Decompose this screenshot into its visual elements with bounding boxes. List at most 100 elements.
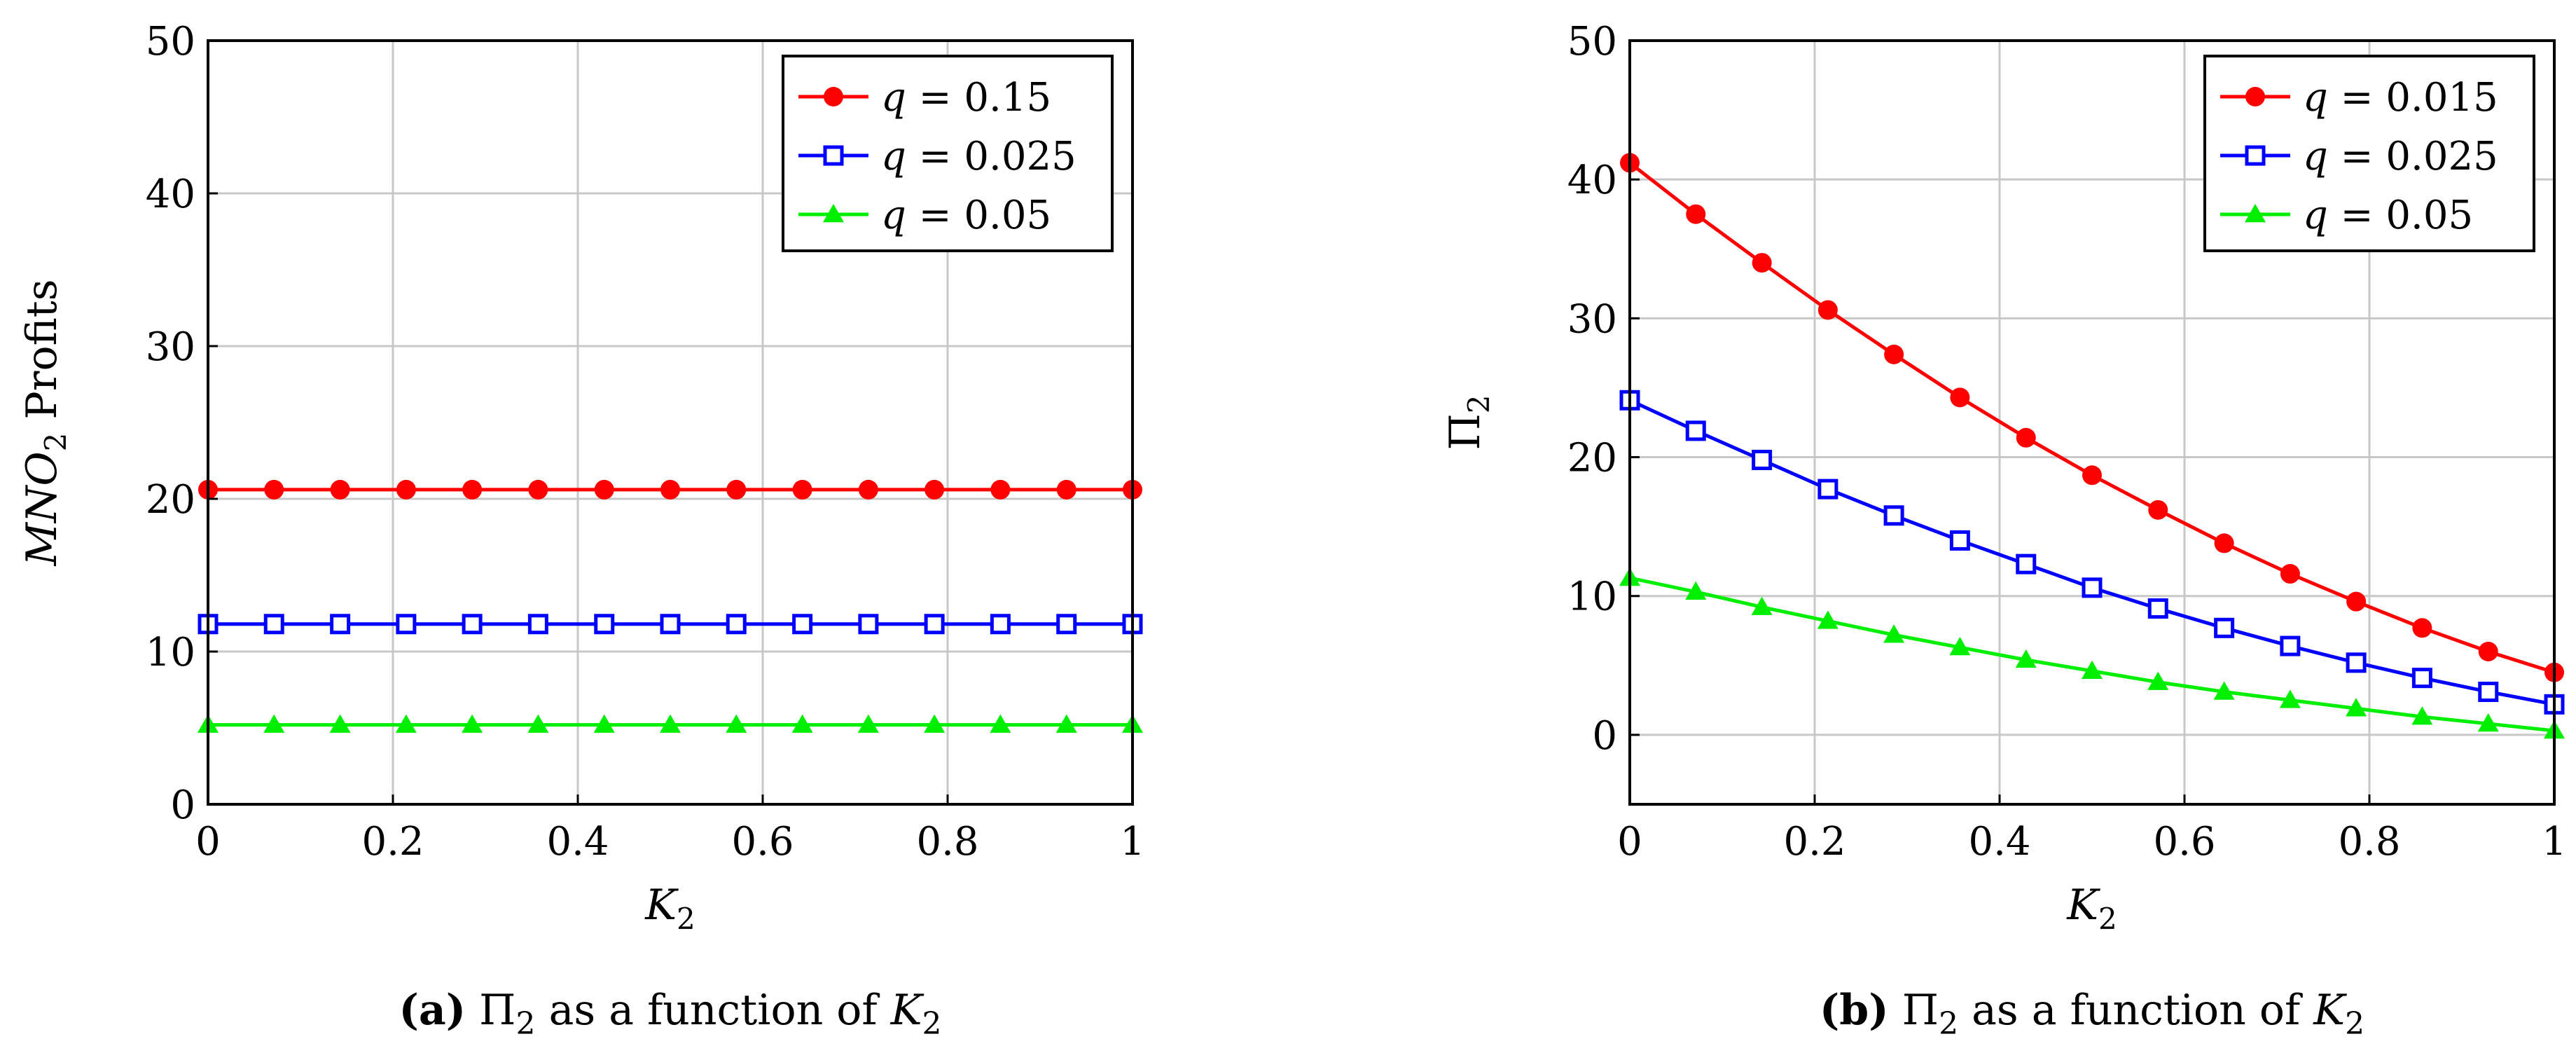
b-series-2-point bbox=[1949, 637, 1971, 656]
panel-b-legend: q = 0.015 q = 0.025 q = 0.05 bbox=[2203, 55, 2535, 252]
a-series-2-point bbox=[924, 714, 946, 733]
b-series-2-point bbox=[2346, 698, 2367, 717]
b-series-2-point bbox=[2279, 689, 2301, 708]
panel-b-caption: (b) Π2 as a function of K2 bbox=[1820, 986, 2364, 1042]
a-series-1-point bbox=[527, 614, 548, 635]
a-legend-label-1: q = 0.025 bbox=[881, 134, 1076, 179]
b-series-1-line bbox=[1628, 399, 2555, 706]
b-series-0-point bbox=[2214, 533, 2234, 553]
a-series-2-point bbox=[263, 714, 285, 733]
b-series-0-point bbox=[1950, 387, 1970, 408]
b-series-0-point bbox=[1884, 344, 1904, 364]
panel-a-caption: (a) Π2 as a function of K2 bbox=[399, 986, 941, 1042]
b-legend-marker-0 bbox=[2245, 87, 2265, 106]
b-series-1-point bbox=[1817, 479, 1838, 500]
a-series-0-point bbox=[330, 479, 350, 500]
b-y-tick-label: 40 bbox=[1567, 158, 1617, 203]
b-y-tick-label: 0 bbox=[1592, 713, 1617, 759]
b-series-0-point bbox=[1686, 204, 1706, 224]
b-legend-marker-1 bbox=[2245, 145, 2266, 166]
b-series-0-point bbox=[2082, 465, 2102, 486]
panel-a-series bbox=[198, 479, 1143, 733]
b-legend-label-1: q = 0.025 bbox=[2303, 134, 2498, 179]
b-series-1-point bbox=[1883, 505, 1904, 526]
b-series-1-point bbox=[1685, 420, 1706, 441]
b-x-tick-label: 0.6 bbox=[2153, 819, 2215, 865]
b-series-1-point bbox=[2346, 652, 2367, 673]
a-series-0-point bbox=[660, 479, 680, 500]
b-legend-label-0: q = 0.015 bbox=[2303, 75, 2498, 121]
a-series-0-point bbox=[594, 479, 614, 500]
a-series-2-point bbox=[660, 714, 681, 733]
a-series-1-point bbox=[594, 614, 615, 635]
a-series-1-point bbox=[263, 614, 284, 635]
a-series-1-point bbox=[1056, 614, 1077, 635]
b-series-1-point bbox=[2214, 617, 2235, 638]
b-series-0-point bbox=[2412, 618, 2432, 638]
a-x-tick-label: 0.2 bbox=[361, 819, 424, 865]
a-series-0-point bbox=[726, 479, 747, 500]
panel-a-x-axis-label: K2 bbox=[644, 881, 695, 936]
a-series-2-point bbox=[791, 714, 813, 733]
a-series-2-point bbox=[527, 714, 549, 733]
a-series-0-point bbox=[396, 479, 416, 500]
panel-b-plot-frame bbox=[1628, 39, 2556, 806]
a-series-0-point bbox=[462, 479, 483, 500]
b-series-2-point bbox=[2477, 713, 2499, 732]
panel-a-plot-frame bbox=[207, 39, 1134, 806]
panel-b-series bbox=[1619, 153, 2565, 739]
b-series-2-point bbox=[2213, 681, 2235, 700]
b-series-2-point bbox=[2082, 660, 2103, 679]
panel-b-chart: 0 0.2 0.4 0.6 0.8 1 0 10 20 30 40 50 Π2 K2 q = 0.0… bbox=[1441, 19, 2567, 1042]
a-series-2-point bbox=[1055, 714, 1077, 733]
b-series-2-line bbox=[1629, 576, 2555, 733]
panel-b-y-ticks: 0 10 20 30 40 50 bbox=[1567, 19, 1640, 759]
a-series-1-point bbox=[990, 614, 1011, 635]
a-y-tick-label: 50 bbox=[146, 19, 195, 64]
a-legend-marker-0 bbox=[824, 87, 843, 106]
a-series-2-point bbox=[726, 714, 747, 733]
b-series-1-point bbox=[2016, 553, 2037, 574]
b-series-2-point bbox=[1685, 581, 1707, 600]
a-legend-marker-2 bbox=[823, 204, 844, 223]
b-series-1-point bbox=[2082, 577, 2103, 598]
b-x-tick-label: 0.4 bbox=[1968, 819, 2030, 865]
b-y-tick-label: 50 bbox=[1567, 19, 1617, 64]
a-y-tick-label: 20 bbox=[146, 477, 195, 523]
b-series-0-point bbox=[2478, 642, 2498, 661]
a-x-tick-label: 0.8 bbox=[916, 819, 978, 865]
a-series-2-point bbox=[462, 714, 483, 733]
a-series-2-point bbox=[857, 714, 879, 733]
a-series-0-point bbox=[990, 479, 1011, 500]
b-y-tick-label: 10 bbox=[1567, 574, 1617, 620]
a-x-tick-label: 0.6 bbox=[731, 819, 794, 865]
a-x-tick-label: 1 bbox=[1120, 819, 1145, 865]
a-y-tick-label: 0 bbox=[170, 783, 195, 828]
b-x-tick-label: 0.2 bbox=[1783, 819, 1846, 865]
panel-b-x-ticks: 0 0.2 0.4 0.6 0.8 1 bbox=[1617, 794, 2567, 865]
a-series-0-point bbox=[528, 479, 548, 500]
a-series-1-point bbox=[462, 614, 483, 635]
b-series-0-point bbox=[1817, 300, 1838, 320]
b-series-0-point bbox=[2148, 500, 2168, 520]
b-y-tick-label: 20 bbox=[1567, 436, 1617, 481]
b-series-2-point bbox=[1751, 596, 1773, 615]
b-legend-label-2: q = 0.05 bbox=[2303, 193, 2473, 238]
b-series-2-point bbox=[1817, 610, 1838, 629]
b-y-tick-label: 30 bbox=[1567, 296, 1617, 342]
b-series-2-point bbox=[2015, 649, 2037, 668]
b-series-1-point bbox=[1752, 450, 1773, 471]
a-series-2-point bbox=[395, 714, 417, 733]
b-series-0-point bbox=[1752, 253, 1772, 273]
a-y-tick-label: 30 bbox=[146, 324, 195, 370]
panel-b-x-axis-label: K2 bbox=[2066, 881, 2117, 936]
b-series-0-point bbox=[2280, 564, 2300, 584]
a-series-0-point bbox=[925, 479, 945, 500]
b-series-0-point bbox=[2016, 427, 2036, 448]
a-series-1-point bbox=[924, 614, 945, 635]
b-series-2-point bbox=[1883, 624, 1905, 643]
panel-a-y-axis-label: MNO2 Profits bbox=[18, 279, 73, 566]
a-series-0-point bbox=[858, 479, 878, 500]
b-series-1-point bbox=[2147, 598, 2168, 619]
